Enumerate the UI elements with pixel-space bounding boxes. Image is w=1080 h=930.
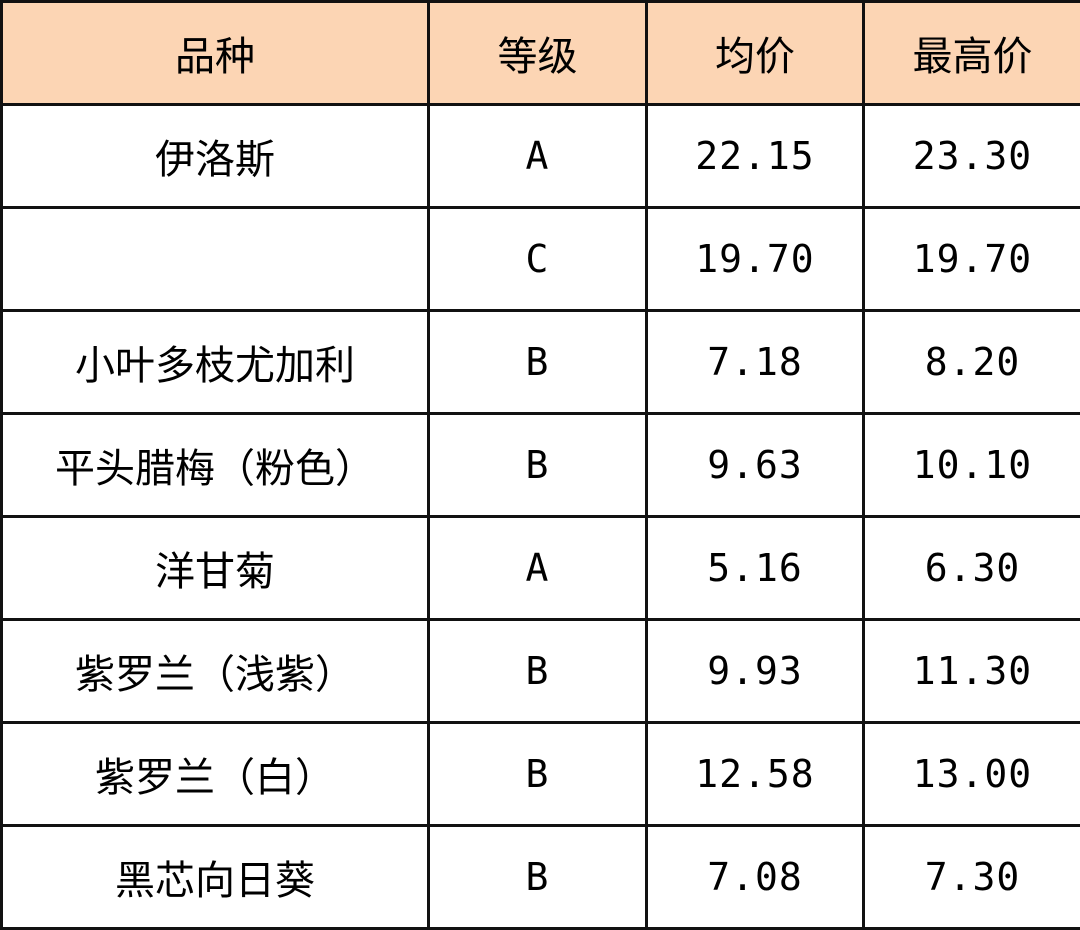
header-avg-price: 均价 [647, 2, 864, 105]
variety-cell: 紫罗兰（白） [2, 723, 429, 826]
variety-cell: 紫罗兰（浅紫） [2, 620, 429, 723]
max-price-cell: 8.20 [864, 311, 1080, 414]
avg-price-cell: 5.16 [647, 517, 864, 620]
max-price-cell: 7.30 [864, 826, 1080, 929]
variety-cell: 伊洛斯 [2, 105, 429, 208]
max-price-cell: 19.70 [864, 208, 1080, 311]
grade-cell: B [429, 723, 647, 826]
avg-price-cell: 22.15 [647, 105, 864, 208]
grade-cell: C [429, 208, 647, 311]
variety-cell [2, 208, 429, 311]
max-price-cell: 10.10 [864, 414, 1080, 517]
header-max-price: 最高价 [864, 2, 1080, 105]
header-variety: 品种 [2, 2, 429, 105]
variety-cell: 黑芯向日葵 [2, 826, 429, 929]
avg-price-cell: 19.70 [647, 208, 864, 311]
max-price-cell: 11.30 [864, 620, 1080, 723]
max-price-cell: 6.30 [864, 517, 1080, 620]
grade-cell: B [429, 414, 647, 517]
grade-cell: B [429, 620, 647, 723]
grade-cell: A [429, 105, 647, 208]
max-price-cell: 23.30 [864, 105, 1080, 208]
header-row: 品种 等级 均价 最高价 [2, 2, 1080, 105]
grade-cell: A [429, 517, 647, 620]
avg-price-cell: 7.08 [647, 826, 864, 929]
variety-cell: 小叶多枝尤加利 [2, 311, 429, 414]
grade-cell: B [429, 311, 647, 414]
avg-price-cell: 12.58 [647, 723, 864, 826]
grade-cell: B [429, 826, 647, 929]
avg-price-cell: 9.63 [647, 414, 864, 517]
variety-cell: 洋甘菊 [2, 517, 429, 620]
header-grade: 等级 [429, 2, 647, 105]
avg-price-cell: 9.93 [647, 620, 864, 723]
variety-cell: 平头腊梅（粉色） [2, 414, 429, 517]
max-price-cell: 13.00 [864, 723, 1080, 826]
avg-price-cell: 7.18 [647, 311, 864, 414]
